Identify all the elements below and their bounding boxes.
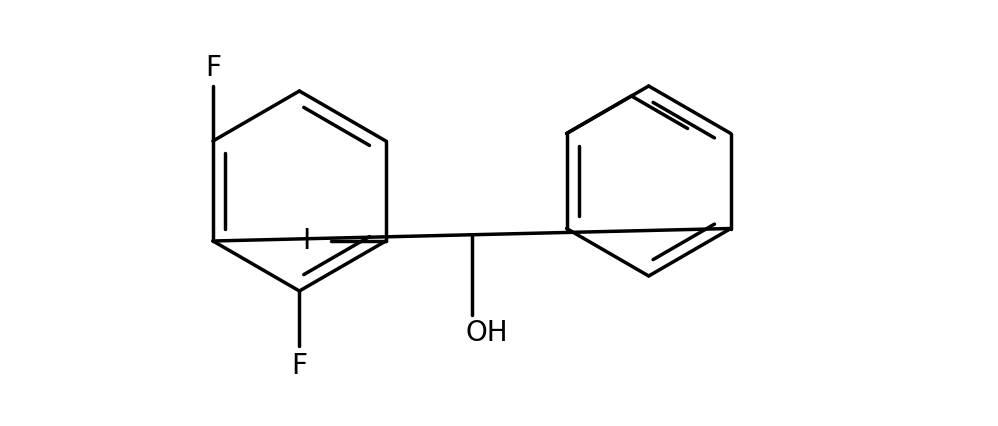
Text: F: F bbox=[205, 54, 221, 82]
Text: OH: OH bbox=[465, 319, 508, 347]
Text: I: I bbox=[301, 227, 310, 255]
Text: F: F bbox=[291, 352, 307, 380]
